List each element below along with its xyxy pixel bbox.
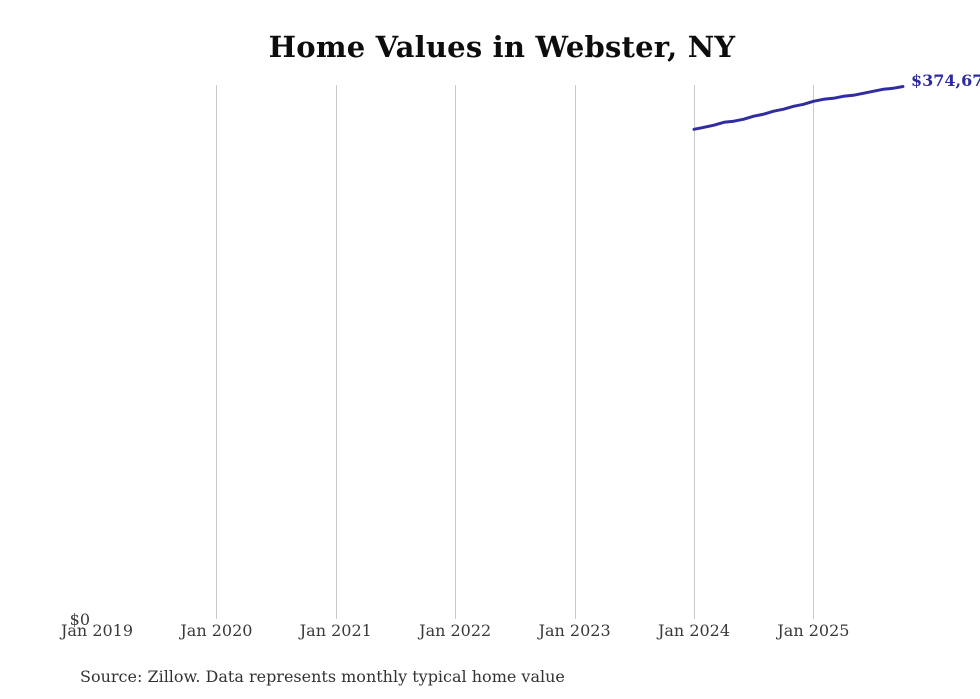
x-tick-label: Jan 2020 [180, 621, 253, 640]
x-tick-label: Jan 2025 [777, 621, 850, 640]
gridline [216, 85, 218, 619]
gridline [335, 85, 337, 619]
gridline [455, 85, 457, 619]
latest-value-label: $374,677 [911, 71, 980, 90]
x-tick-label: Jan 2024 [657, 621, 731, 640]
home-value-line [692, 85, 905, 131]
x-tick-label: Jan 2022 [419, 621, 492, 640]
x-tick-label: Jan 2021 [299, 621, 372, 640]
gridline [574, 85, 576, 619]
gridline [813, 85, 815, 619]
gridline [694, 85, 695, 619]
x-tick-label: Jan 2019 [60, 621, 134, 640]
chart-title: Home Values in Webster, NY [268, 30, 736, 64]
x-tick-label: Jan 2023 [538, 621, 611, 640]
y-axis-zero-label: $0 [69, 610, 90, 629]
source-note: Source: Zillow. Data represents monthly … [80, 667, 565, 686]
